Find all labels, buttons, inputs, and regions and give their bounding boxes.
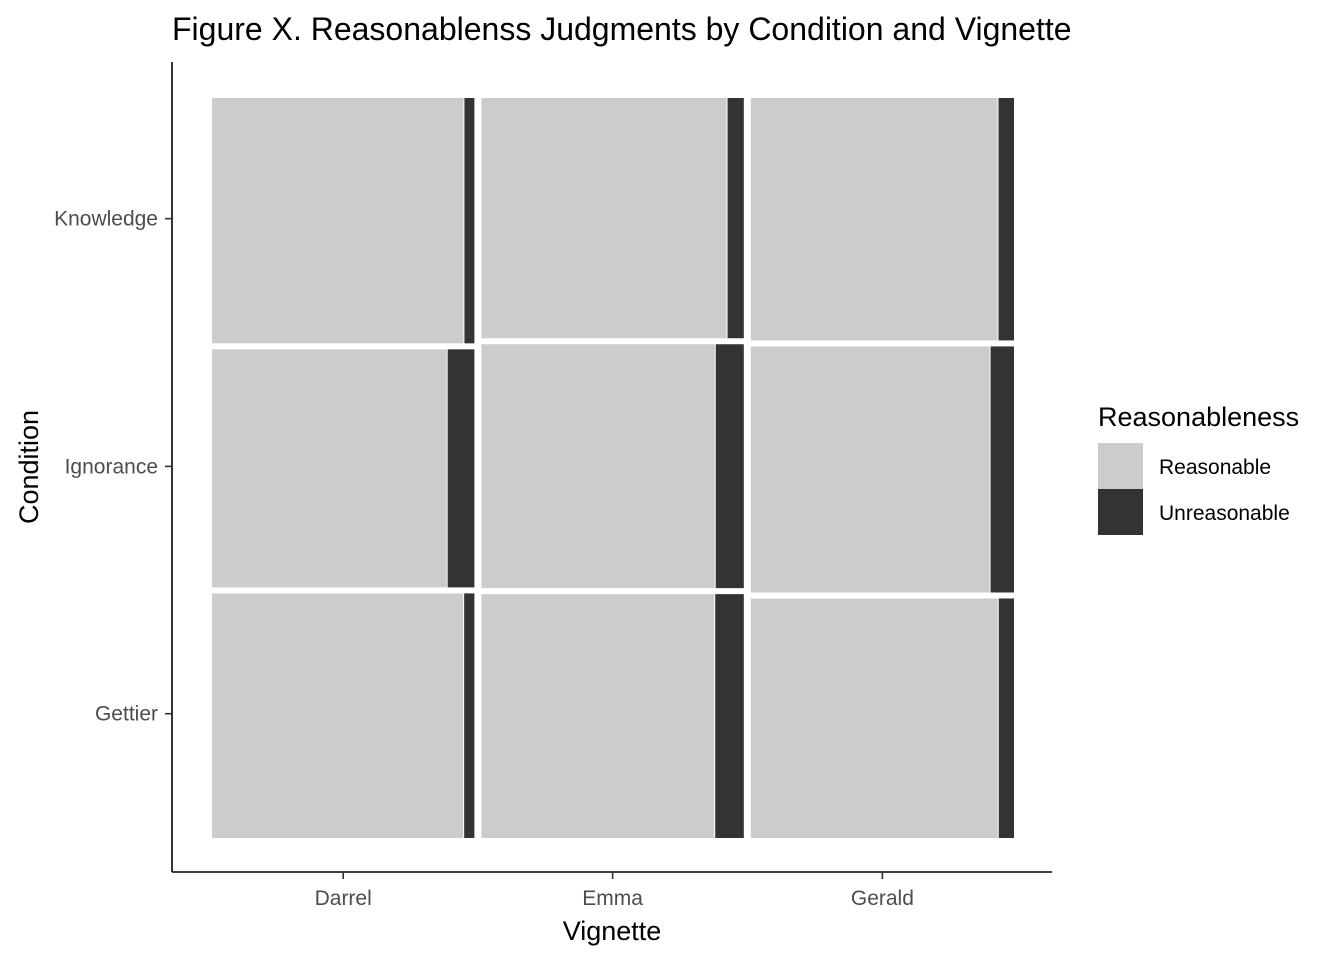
y-tick-label-ignorance: Ignorance [65,455,158,478]
cell-gerald-knowledge-unreasonable [998,98,1014,341]
cell-darrel-gettier-unreasonable [464,593,475,838]
x-tick-label-emma: Emma [582,887,643,910]
x-axis-ticks: Darrel Emma Gerald [315,872,914,910]
cell-darrel-knowledge-unreasonable [464,98,475,344]
chart-title: Figure X. Reasonablenss Judgments by Con… [172,11,1072,47]
cell-darrel-ignorance-reasonable [212,349,447,588]
cell-emma-gettier-unreasonable [715,594,744,838]
y-tick-label-gettier: Gettier [95,703,158,726]
x-tick-label-gerald: Gerald [851,887,914,910]
cell-emma-knowledge-reasonable [481,98,727,339]
legend-title: Reasonableness [1098,402,1299,432]
legend-key-reasonable [1098,443,1143,489]
y-axis-title: Condition [14,410,44,524]
legend: Reasonableness Reasonable Unreasonable [1098,402,1299,535]
x-tick-label-darrel: Darrel [315,887,372,910]
legend-label-reasonable: Reasonable [1159,456,1271,479]
mosaic-cells [212,98,1014,838]
cell-emma-knowledge-unreasonable [727,98,744,339]
cell-gerald-ignorance-unreasonable [990,346,1014,593]
cell-emma-ignorance-unreasonable [715,344,744,589]
cell-emma-ignorance-reasonable [481,344,715,589]
cell-emma-gettier-reasonable [481,594,715,838]
y-tick-label-knowledge: Knowledge [54,208,158,231]
cell-darrel-ignorance-unreasonable [447,349,475,588]
legend-items: Reasonable Unreasonable [1098,443,1290,535]
x-axis-title: Vignette [563,916,662,946]
y-axis-ticks: Knowledge Ignorance Gettier [54,208,172,726]
cell-darrel-knowledge-reasonable [212,98,464,344]
cell-gerald-ignorance-reasonable [750,346,990,593]
legend-key-unreasonable [1098,489,1143,535]
cell-gerald-knowledge-reasonable [750,98,998,341]
legend-label-unreasonable: Unreasonable [1159,502,1290,525]
cell-darrel-gettier-reasonable [212,593,464,838]
cell-gerald-gettier-reasonable [750,598,998,838]
cell-gerald-gettier-unreasonable [998,598,1014,838]
